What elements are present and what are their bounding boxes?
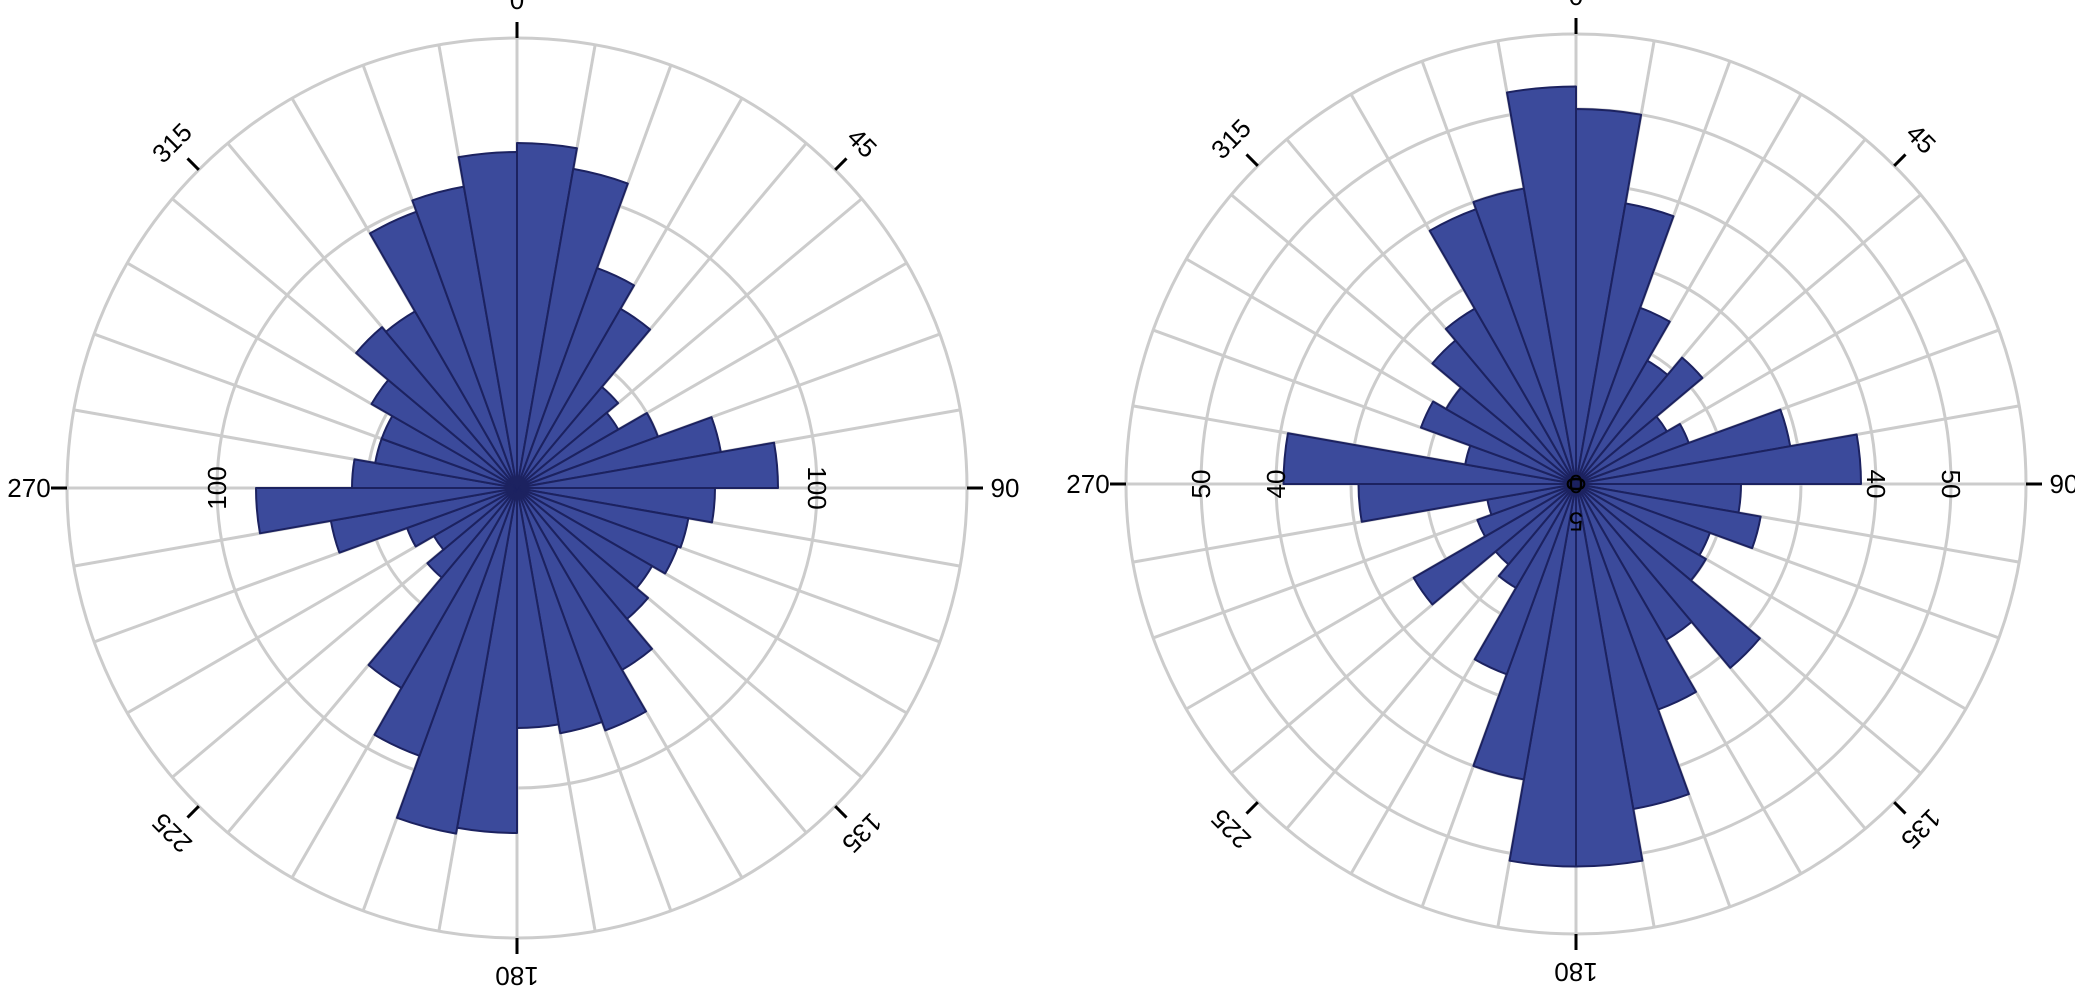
radial-label: 5 [1569,507,1583,537]
rose-bar [1412,483,1577,606]
rose-bar [1505,85,1577,485]
rose-bar [516,487,679,575]
rose-bar [355,326,518,489]
rose-bar [1419,400,1577,485]
rose-bar [1472,483,1577,781]
angle-tick [834,157,848,171]
angle-tick [834,805,848,819]
radial-label: 100 [202,466,232,509]
angle-tick [1245,153,1259,167]
radial-label: 40 [1261,470,1291,499]
rose-bar [373,487,518,757]
angle-tick [186,157,200,171]
angle-label: 45 [841,122,883,164]
angle-label: 270 [1066,469,1109,499]
rose-bar [516,167,629,489]
radial-label: 100 [802,466,832,509]
rose-bar [1575,356,1704,485]
rose-bar [1575,202,1675,485]
radial-label: 0 [1561,477,1591,491]
rose-bar [1575,306,1671,485]
radial-label: 0 [1569,469,1583,499]
angle-label: 270 [7,473,50,503]
angle-label: 45 [1900,118,1942,160]
rose-bar [1473,483,1577,676]
radial-label: 50 [1936,470,1966,499]
rose-bar [1476,483,1577,538]
radial-label: 40 [1861,470,1891,499]
angle-label: 0 [1569,0,1583,11]
rose-bar [516,487,647,732]
angle-label: 90 [2050,469,2075,499]
rose-bar [516,307,652,489]
angle-label: 0 [510,0,524,15]
angle-tick [186,805,200,819]
rose-bar [367,487,518,690]
radial-label: 0 [1561,477,1591,491]
rose-bar [255,487,518,535]
rose-bar [516,487,604,735]
rose-bar [1575,483,1761,669]
rose-bar [457,150,518,489]
angle-tick [1893,801,1907,815]
angle-label: 180 [1554,957,1597,987]
rose-bar [1575,433,1862,485]
rose-bar [395,487,518,835]
rose-bar [516,441,779,489]
angle-label: 180 [495,961,538,991]
rose-bar [1497,483,1577,589]
angle-label: 90 [991,473,1020,503]
radial-label: 50 [1186,470,1216,499]
rose-bar [516,267,635,489]
rose-bar [516,385,620,489]
rose-bar [426,487,518,579]
angle-tick [1245,801,1259,815]
angle-tick [1893,153,1907,167]
